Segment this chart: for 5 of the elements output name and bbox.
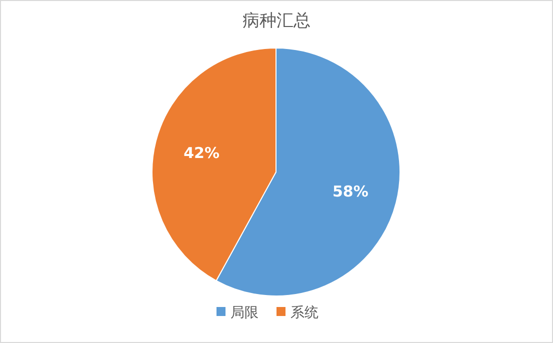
chart-title: 病种汇总 xyxy=(242,10,310,31)
legend-label: 局限 xyxy=(230,304,258,321)
legend-label: 系统 xyxy=(290,304,318,321)
data-label: 42% xyxy=(184,144,220,162)
data-label: 58% xyxy=(332,182,368,200)
